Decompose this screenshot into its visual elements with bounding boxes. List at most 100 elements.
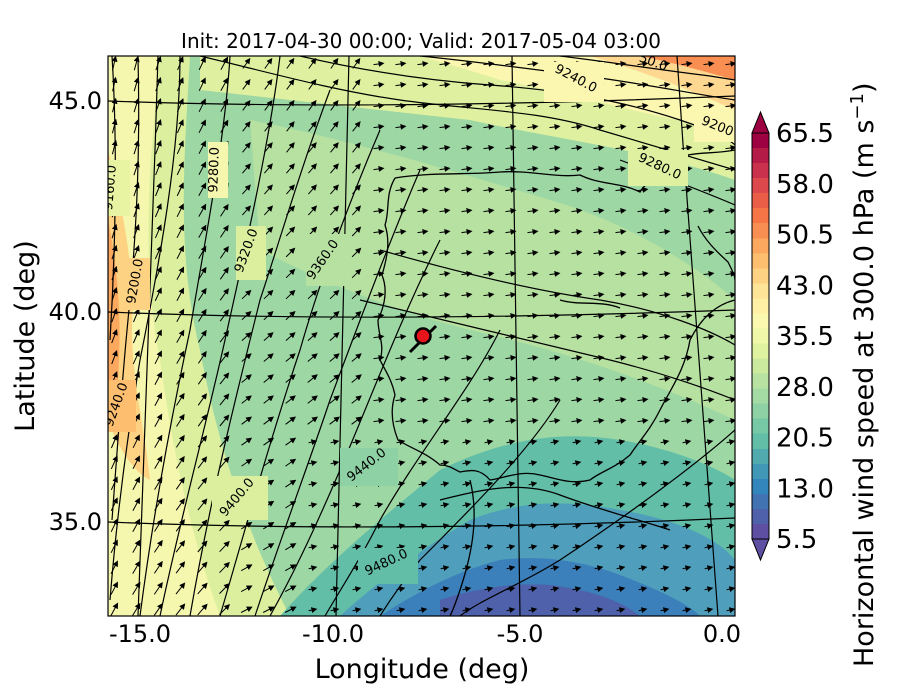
wind-arrow [527,165,539,172]
wind-arrow [395,417,407,424]
wind-arrow [219,351,230,364]
wind-arrow [176,224,184,239]
wind-arrow [660,565,670,572]
wind-arrow [484,481,494,488]
wind-arrow [111,265,118,281]
wind-arrow [527,186,539,193]
wind-arrow [351,226,362,237]
wind-arrow [352,523,362,530]
wind-arrow [439,165,451,172]
wind-arrow [197,329,207,343]
wind-arrow [330,142,339,153]
wind-arrow [704,565,714,572]
wind-arrow [330,184,339,195]
wind-arrow [396,502,406,509]
wind-arrow [615,249,627,256]
wind-arrow [175,603,186,616]
wind-arrow [154,518,163,532]
wind-arrow [528,607,538,614]
wind-arrow [527,270,539,277]
wind-arrow [703,417,715,424]
wind-arrow [483,375,495,382]
wind-arrow [550,502,560,509]
wind-arrow [594,544,604,551]
wind-arrow [111,76,118,92]
wind-arrow [219,393,230,406]
wind-arrow [329,289,340,300]
wind-arrow [527,333,539,340]
wind-arrow [111,97,118,113]
wind-arrow [461,81,473,88]
wind-arrow [263,310,274,321]
wind-arrow [660,502,670,509]
wind-arrow [154,203,162,218]
wind-arrow [197,350,207,364]
wind-arrow [286,163,295,174]
wind-arrow [219,414,230,427]
wind-arrow [285,332,296,341]
wind-arrow [594,481,604,488]
wind-arrow [659,144,671,151]
wind-arrow [132,560,141,574]
wind-arrow [726,544,735,551]
wind-arrow [550,607,560,614]
y-ticks: 45.0 40.0 35.0 [49,87,102,536]
wind-arrow [703,144,715,151]
wind-arrow [660,439,670,446]
wind-arrow [616,481,626,488]
wind-arrow [263,522,275,530]
wind-arrow [505,102,517,109]
wind-arrow [527,396,539,403]
wind-arrow [154,287,162,302]
wind-arrow [417,291,429,298]
wind-arrow [549,228,561,235]
wind-arrow [352,99,361,111]
wind-arrow [638,544,648,551]
wind-arrow [307,353,318,362]
wind-arrow [286,57,295,69]
wind-arrow [659,249,671,256]
wind-arrow [396,607,406,614]
wind-arrow [395,375,407,382]
wind-arrow [659,228,671,235]
wind-arrow [176,371,185,385]
wind-arrow [725,186,735,193]
wind-arrow [549,165,561,172]
wind-arrow [572,607,582,614]
wind-arrow [637,123,649,130]
wind-arrow [373,144,385,151]
wind-arrow [154,455,163,469]
wind-arrow [176,308,185,322]
wind-arrow [198,140,206,154]
wind-arrow [593,417,605,424]
wind-arrow [110,455,118,470]
wind-arrow [197,456,208,469]
colorbar-tick-label: 35.5 [776,322,834,352]
wind-arrow [241,416,252,425]
wind-arrow [176,140,184,155]
x-tick-label: -10.0 [302,620,364,648]
wind-arrow [330,99,339,111]
wind-arrow [615,375,627,382]
wind-arrow [133,139,140,155]
x-tick-label: -5.0 [497,620,544,648]
wind-arrow [439,417,451,424]
wind-arrow [483,81,495,88]
wind-arrow [528,481,538,488]
wind-arrow [241,522,253,530]
wind-arrow [352,544,362,551]
wind-arrow [594,439,604,446]
wind-arrow [351,395,362,404]
wind-arrow [439,81,451,88]
wind-arrow [241,289,252,300]
wind-arrow [528,523,538,530]
wind-arrow [660,586,670,593]
wind-arrow [462,481,472,488]
wind-arrow [461,102,473,109]
colorbar-tick-label: 5.5 [776,525,817,555]
wind-arrow [615,333,627,340]
wind-arrow [483,228,495,235]
wind-arrow [329,310,340,321]
wind-arrow [527,249,539,256]
wind-arrow [659,375,671,382]
